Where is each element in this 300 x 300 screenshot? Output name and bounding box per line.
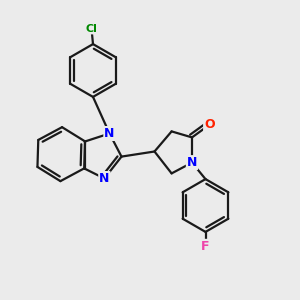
Text: N: N: [104, 127, 115, 140]
Text: O: O: [204, 118, 215, 131]
Text: N: N: [99, 172, 110, 185]
Text: Cl: Cl: [85, 23, 98, 34]
Text: N: N: [187, 156, 197, 169]
Text: F: F: [201, 240, 210, 253]
